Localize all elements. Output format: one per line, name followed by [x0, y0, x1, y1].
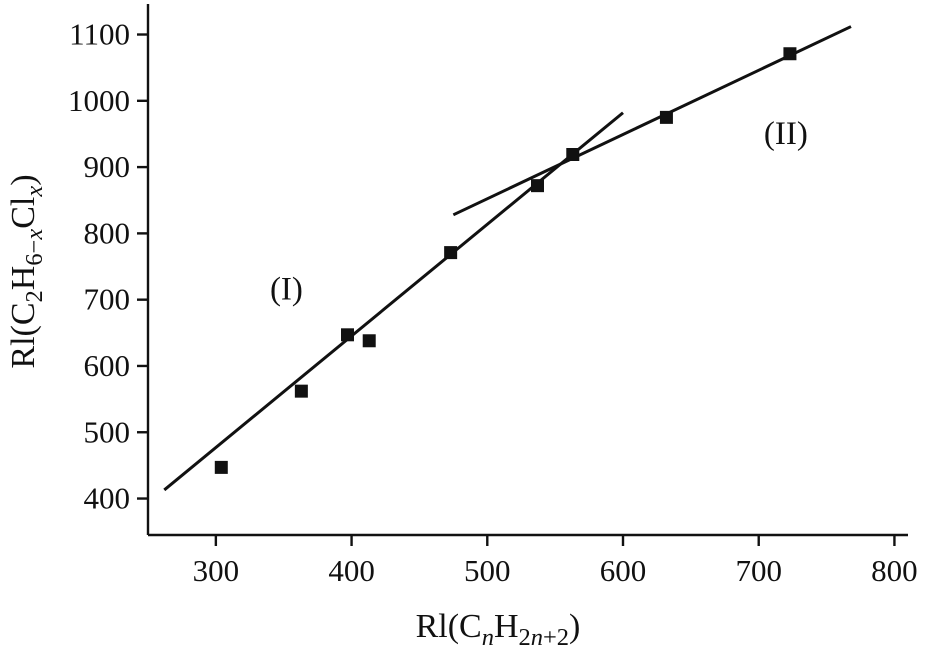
- x-axis-label: Rl(CnH2n+2): [416, 608, 581, 651]
- x-tick-label: 300: [193, 553, 240, 588]
- data-point-marker: [214, 460, 228, 474]
- data-point-marker: [362, 334, 376, 348]
- region-label-I: (I): [270, 272, 303, 308]
- data-point-marker: [783, 47, 797, 61]
- data-point-marker: [294, 384, 308, 398]
- y-axis-label: Rl(C2H6−xClx): [5, 174, 48, 368]
- x-tick-label: 500: [464, 553, 511, 588]
- x-tick-label: 400: [328, 553, 375, 588]
- data-point-marker: [444, 246, 458, 260]
- y-tick-label: 700: [84, 282, 131, 317]
- y-tick-label: 600: [84, 348, 131, 383]
- x-tick-label: 600: [600, 553, 647, 588]
- y-tick-label: 500: [84, 414, 131, 449]
- data-point-marker: [531, 179, 544, 193]
- x-tick-label: 800: [871, 553, 918, 588]
- y-tick-label: 400: [84, 481, 131, 516]
- fit-line-I: [163, 111, 624, 492]
- data-point-marker: [659, 110, 673, 124]
- y-tick-label: 800: [84, 215, 131, 250]
- y-tick-label: 1000: [68, 83, 130, 118]
- data-point-marker: [566, 147, 580, 161]
- y-tick-label: 1100: [69, 17, 130, 52]
- x-tick-label: 700: [735, 553, 782, 588]
- region-label-II: (II): [764, 116, 808, 152]
- y-tick-label: 900: [84, 149, 131, 184]
- data-point-marker: [341, 328, 354, 342]
